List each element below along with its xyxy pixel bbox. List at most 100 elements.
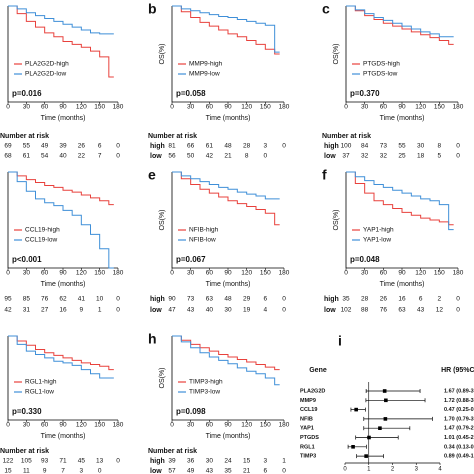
x-axis-label: Time (months) <box>206 115 251 122</box>
risk-count: 69 <box>4 143 12 150</box>
risk-count: 24 <box>224 458 232 465</box>
risk-count: 105 <box>21 458 32 465</box>
hr-text: 0.89 (0.49-1.62) <box>444 454 474 460</box>
risk-count: 0 <box>116 296 120 303</box>
hr-text: 1.67 (0.89-3.16) <box>444 388 474 394</box>
risk-count: 40 <box>206 307 214 314</box>
x-tick-label: 150 <box>94 104 105 111</box>
risk-count: 68 <box>4 153 12 160</box>
x-tick-label: 90 <box>398 270 406 277</box>
x-tick-label: 180 <box>279 104 290 111</box>
survival-curve <box>346 171 454 231</box>
x-tick-label: 30 <box>187 270 195 277</box>
panel-label: h <box>148 331 157 347</box>
gene-name: TIMP3 <box>300 454 316 460</box>
risk-count: 30 <box>417 143 425 150</box>
x-tick-label: 60 <box>41 422 49 429</box>
risk-count: 43 <box>417 307 425 314</box>
risk-count: 48 <box>224 296 232 303</box>
risk-count: 28 <box>243 143 251 150</box>
risk-row-name: high <box>150 458 165 465</box>
y-axis-label: OS(%) <box>333 210 340 231</box>
x-tick-label: 60 <box>380 270 388 277</box>
x-tick-label: 120 <box>76 422 87 429</box>
panel-label: b <box>148 1 157 17</box>
hr-text: 0.47 (0.25-0.86) <box>444 407 474 413</box>
x-tick-label: 90 <box>59 104 67 111</box>
x-tick-label: 120 <box>415 270 426 277</box>
risk-count: 11 <box>23 468 30 474</box>
risk-count: 39 <box>59 143 67 150</box>
risk-count: 3 <box>264 143 268 150</box>
x-tick-label: 0 <box>6 270 10 277</box>
x-tick-label: 90 <box>224 270 232 277</box>
x-tick-label: 60 <box>206 104 214 111</box>
legend-label: MMP9-low <box>189 71 220 78</box>
risk-count: 93 <box>41 458 49 465</box>
risk-count: 0 <box>456 153 460 160</box>
legend-label: RGL1-low <box>25 389 54 396</box>
risk-count: 30 <box>206 458 214 465</box>
survival-curve <box>172 171 280 200</box>
risk-count: 26 <box>380 296 388 303</box>
x-tick-label: 30 <box>23 270 31 277</box>
p-value: p=0.058 <box>176 89 206 98</box>
x-tick-label: 0 <box>170 422 174 429</box>
risk-count: 76 <box>41 296 49 303</box>
risk-count: 31 <box>23 307 31 314</box>
risk-count: 54 <box>41 153 49 160</box>
legend-label: YAP1-low <box>363 237 391 244</box>
risk-count: 3 <box>264 458 268 465</box>
risk-count: 7 <box>98 153 102 160</box>
x-tick-label: 150 <box>434 270 445 277</box>
risk-count: 9 <box>80 307 84 314</box>
risk-count: 5 <box>438 153 442 160</box>
survival-curve <box>8 335 114 379</box>
risk-count: 7 <box>61 468 65 474</box>
x-tick-label: 150 <box>260 270 271 277</box>
x-tick-label: 0 <box>6 422 10 429</box>
x-tick-label: 90 <box>224 422 232 429</box>
y-axis-label: OS(%) <box>159 44 166 65</box>
panel-label: c <box>322 1 330 17</box>
risk-count: 21 <box>243 468 251 474</box>
risk-count: 41 <box>78 296 86 303</box>
risk-title: Number at risk <box>322 133 371 140</box>
risk-count: 37 <box>342 153 350 160</box>
hr-text: 0.34 (0.13-0.90) <box>444 444 474 450</box>
x-tick-label: 150 <box>434 104 445 111</box>
x-tick-label: 0 <box>344 104 348 111</box>
risk-count: 0 <box>282 307 286 314</box>
risk-count: 6 <box>98 143 102 150</box>
risk-count: 0 <box>116 153 120 160</box>
x-tick-label: 120 <box>415 104 426 111</box>
y-axis-label: OS(%) <box>333 44 340 65</box>
x-tick-label: 30 <box>23 422 31 429</box>
risk-count: 15 <box>4 468 12 474</box>
column-header: Gene <box>309 367 327 374</box>
panel-label: i <box>338 333 342 349</box>
x-axis-label: Time (months) <box>41 433 86 440</box>
risk-count: 32 <box>361 153 369 160</box>
legend-label: MMP9-high <box>189 61 223 68</box>
p-value: p=0.048 <box>350 255 380 264</box>
x-tick-label: 90 <box>224 104 232 111</box>
x-tick-label: 60 <box>380 104 388 111</box>
risk-count: 19 <box>243 307 251 314</box>
risk-count: 84 <box>361 143 369 150</box>
risk-count: 6 <box>419 296 423 303</box>
x-tick-label: 60 <box>206 422 214 429</box>
gene-name: PTGDS <box>300 435 319 441</box>
x-tick-label: 120 <box>241 270 252 277</box>
risk-count: 90 <box>168 296 176 303</box>
x-tick-label: 150 <box>260 104 271 111</box>
risk-count: 102 <box>341 307 352 314</box>
x-tick-label: 0 <box>170 104 174 111</box>
legend-label: YAP1-high <box>363 227 394 234</box>
x-tick-label: 90 <box>59 270 67 277</box>
gene-name: NFIB <box>300 416 313 422</box>
x-tick-label: 180 <box>113 270 124 277</box>
x-axis-label: Time (months) <box>41 115 86 122</box>
legend-label: PLA2G2D-high <box>25 61 69 68</box>
